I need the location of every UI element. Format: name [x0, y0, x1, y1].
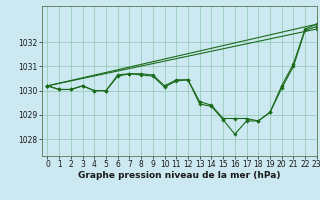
X-axis label: Graphe pression niveau de la mer (hPa): Graphe pression niveau de la mer (hPa): [78, 171, 280, 180]
